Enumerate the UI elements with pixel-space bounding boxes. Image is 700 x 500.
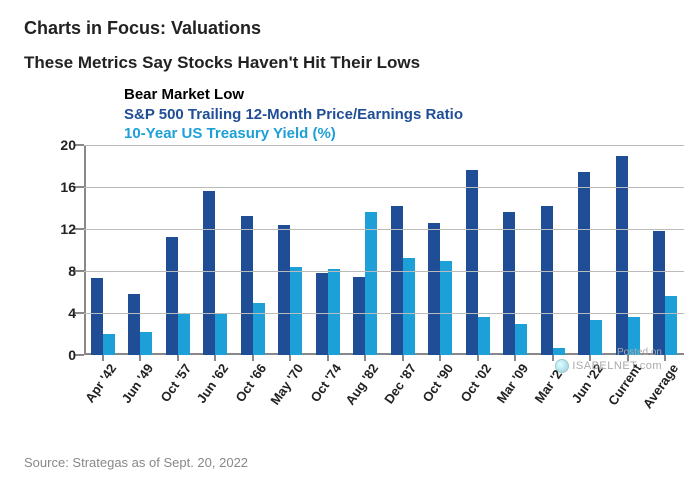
watermark-line1: Posted on bbox=[555, 347, 662, 359]
bar-series-a bbox=[353, 277, 365, 355]
x-axis-label: Oct '74 bbox=[307, 361, 344, 405]
bar-series-b bbox=[103, 334, 115, 355]
bar-series-a bbox=[166, 237, 178, 355]
bar-series-a bbox=[91, 278, 103, 355]
legend-series-b: 10-Year US Treasury Yield (%) bbox=[124, 124, 463, 144]
chart-legend: Bear Market Low S&P 500 Trailing 12-Mont… bbox=[124, 85, 463, 144]
x-axis-label: Oct '90 bbox=[420, 361, 457, 405]
bar-series-b bbox=[478, 317, 490, 355]
bar-series-b bbox=[403, 258, 415, 355]
bar-series-a bbox=[503, 212, 515, 355]
x-axis-label: Oct '02 bbox=[457, 361, 494, 405]
legend-header: Bear Market Low bbox=[124, 85, 463, 105]
plot-area bbox=[84, 145, 684, 355]
bar-series-b bbox=[515, 324, 527, 356]
bar-series-a bbox=[128, 294, 140, 355]
bar-series-a bbox=[203, 191, 215, 355]
x-axis-label: Mar '09 bbox=[494, 361, 532, 406]
gridline bbox=[84, 313, 684, 314]
x-axis-label: Oct '57 bbox=[157, 361, 194, 405]
bar-series-b bbox=[665, 296, 677, 355]
y-axis-label: 12 bbox=[44, 221, 76, 237]
x-axis-labels: Apr '42Jun '49Oct '57Jun '62Oct '66May '… bbox=[84, 361, 684, 441]
bars-container bbox=[84, 145, 684, 355]
bar-series-a bbox=[578, 172, 590, 355]
source-footnote: Source: Strategas as of Sept. 20, 2022 bbox=[24, 455, 676, 470]
bar-series-b bbox=[328, 269, 340, 355]
gridline bbox=[84, 145, 684, 146]
bar-series-a bbox=[316, 273, 328, 355]
chart: Bear Market Low S&P 500 Trailing 12-Mont… bbox=[24, 85, 676, 445]
y-axis-label: 8 bbox=[44, 263, 76, 279]
bar-series-a bbox=[616, 156, 628, 356]
page-title: Charts in Focus: Valuations bbox=[24, 18, 676, 39]
y-axis-label: 20 bbox=[44, 137, 76, 153]
watermark: Posted on ISABELNET.com bbox=[555, 347, 662, 373]
bar-series-a bbox=[466, 170, 478, 355]
page-subtitle: These Metrics Say Stocks Haven't Hit The… bbox=[24, 53, 676, 73]
x-axis-label: Aug '82 bbox=[343, 361, 382, 408]
x-axis-label: Jun '49 bbox=[119, 361, 157, 406]
y-axis-label: 16 bbox=[44, 179, 76, 195]
x-axis-label: May '70 bbox=[268, 361, 307, 408]
watermark-text: ISABELNET.com bbox=[572, 360, 662, 372]
page: Charts in Focus: Valuations These Metric… bbox=[0, 0, 700, 500]
bar-series-a bbox=[428, 223, 440, 355]
bar-series-a bbox=[241, 216, 253, 355]
bar-series-b bbox=[290, 267, 302, 355]
bar-series-b bbox=[215, 314, 227, 355]
bar-series-b bbox=[365, 212, 377, 355]
watermark-line2: ISABELNET.com bbox=[555, 359, 662, 373]
x-axis-label: Dec '87 bbox=[381, 361, 419, 406]
bar-series-b bbox=[253, 303, 265, 356]
bar-series-a bbox=[278, 225, 290, 355]
x-axis-label: Oct '66 bbox=[232, 361, 269, 405]
globe-icon bbox=[555, 359, 569, 373]
y-axis-label: 0 bbox=[44, 347, 76, 363]
legend-series-a: S&P 500 Trailing 12-Month Price/Earnings… bbox=[124, 105, 463, 125]
bar-series-b bbox=[440, 261, 452, 356]
gridline bbox=[84, 229, 684, 230]
gridline bbox=[84, 271, 684, 272]
y-axis-label: 4 bbox=[44, 305, 76, 321]
x-axis-label: Apr '42 bbox=[82, 361, 119, 405]
bar-series-b bbox=[140, 332, 152, 355]
bar-series-a bbox=[653, 231, 665, 355]
gridline bbox=[84, 187, 684, 188]
x-axis-label: Jun '62 bbox=[194, 361, 232, 406]
bar-series-b bbox=[178, 314, 190, 355]
